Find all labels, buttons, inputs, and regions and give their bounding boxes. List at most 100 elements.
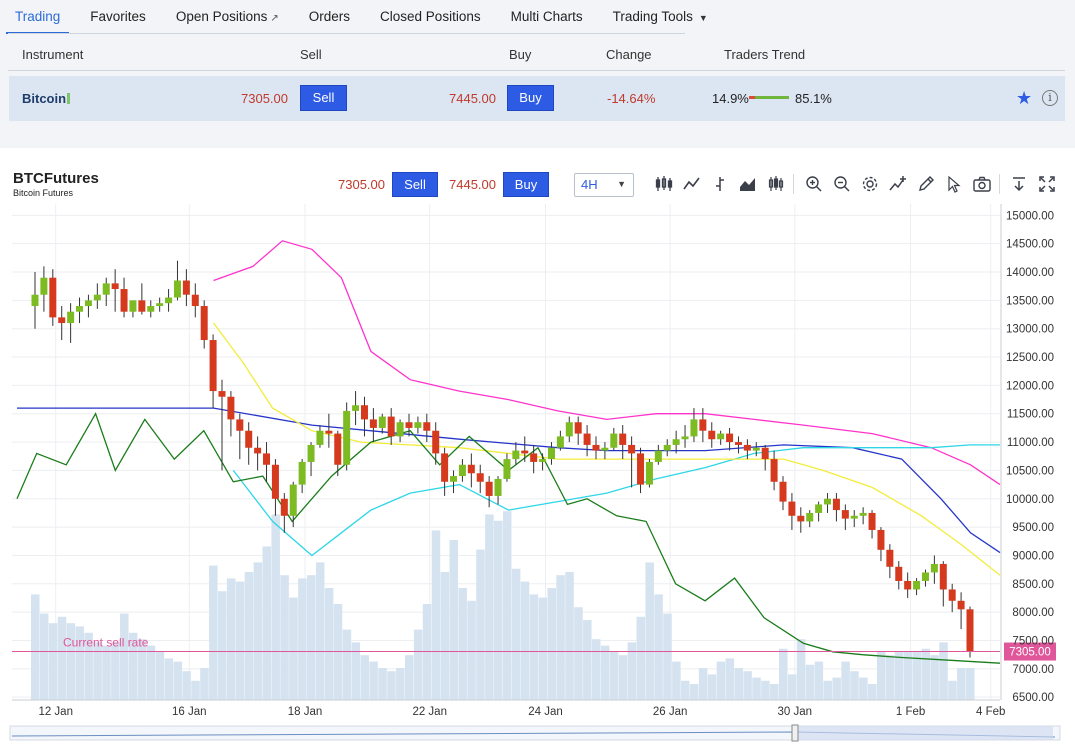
tab-label: Favorites: [90, 9, 146, 24]
tab-favorites[interactable]: Favorites: [75, 0, 161, 34]
buy-button[interactable]: Buy: [507, 85, 554, 111]
candle-body: [699, 419, 707, 431]
volume-bar: [939, 642, 948, 700]
candle-body: [921, 572, 929, 581]
candle-body: [254, 447, 262, 454]
y-tick-label: 14000.00: [1006, 267, 1054, 279]
line-chart-icon[interactable]: [682, 174, 702, 194]
timeframe-select[interactable]: 4H ▼: [574, 173, 634, 197]
chart-navigator: [9, 724, 1061, 742]
volume-bar: [57, 616, 67, 700]
price-chart[interactable]: Current sell rate 7305.00 15000.00 14500.0…: [0, 204, 1075, 748]
area-chart-icon[interactable]: [738, 174, 758, 194]
candle-body: [423, 422, 431, 431]
current-sell-rate-line: Current sell rate 7305.00: [12, 636, 1056, 661]
tab-open-positions[interactable]: Open Positions ↗︎: [161, 0, 294, 34]
candle-body: [67, 311, 75, 324]
fullscreen-icon[interactable]: [1037, 174, 1057, 194]
header-change: Change: [606, 47, 652, 62]
chart-sell-button[interactable]: Sell: [392, 172, 438, 197]
tab-multi-charts[interactable]: Multi Charts: [496, 0, 598, 34]
volume-bar: [565, 572, 574, 700]
chart-description: Bitcoin Futures: [13, 188, 74, 198]
volume-bar: [209, 565, 218, 700]
y-tick-label: 11000.00: [1007, 437, 1054, 449]
volume-bar: [894, 652, 904, 700]
tab-orders[interactable]: Orders: [294, 0, 365, 34]
chart-buy-button[interactable]: Buy: [503, 172, 549, 197]
y-tick-label: 8000.00: [1012, 607, 1054, 619]
instrument-name[interactable]: Bitcoin: [22, 91, 71, 106]
moving-average-line: [17, 407, 1001, 554]
candle-body: [904, 580, 912, 590]
volume-bar: [387, 671, 396, 700]
candles-icon[interactable]: [654, 174, 674, 194]
main-tabs: Trading Favorites Open Positions ↗︎ Order…: [0, 0, 723, 34]
buy-price: 7445.00: [449, 91, 496, 106]
candle-body: [859, 512, 867, 516]
candle-body: [316, 430, 324, 445]
info-icon[interactable]: i: [1042, 90, 1058, 106]
volume-bar: [262, 546, 272, 700]
sell-button[interactable]: Sell: [300, 85, 347, 111]
volume-bar: [689, 684, 699, 700]
tab-label: Open Positions: [175, 9, 268, 24]
y-tick-label: 7500.00: [1012, 635, 1054, 647]
candle-body: [850, 515, 858, 519]
candle-body: [726, 433, 734, 443]
download-icon[interactable]: [1009, 174, 1029, 194]
candle-body: [966, 609, 974, 652]
volume-bar: [244, 572, 254, 700]
chart-sell-price: 7305.00: [338, 177, 385, 192]
settings-icon[interactable]: [860, 174, 880, 194]
candle-body: [31, 294, 39, 307]
volume-bar: [369, 661, 378, 700]
zoom-in-icon[interactable]: [804, 174, 824, 194]
tab-trading-tools[interactable]: Trading Tools ▼: [598, 0, 723, 34]
volume-bar: [307, 575, 316, 700]
x-tick-label: 30 Jan: [778, 706, 813, 718]
volume-bar: [592, 639, 601, 700]
traders-trend-bar: [749, 96, 789, 99]
volume-bar: [494, 520, 503, 700]
tab-trading[interactable]: Trading: [0, 0, 75, 34]
header-traders-trend: Traders Trend: [724, 47, 806, 62]
moving-average-line: [213, 240, 1001, 486]
draw-icon[interactable]: [916, 174, 936, 194]
tab-closed-positions[interactable]: Closed Positions: [365, 0, 496, 34]
candle-body: [467, 464, 475, 474]
indicators-icon[interactable]: [888, 174, 908, 194]
cursor-icon[interactable]: [944, 174, 964, 194]
volume-bar: [663, 613, 672, 700]
hollow-candles-icon[interactable]: [766, 174, 786, 194]
volume-bar: [164, 658, 174, 700]
bar-chart-icon[interactable]: [710, 174, 730, 194]
candle-body: [343, 410, 351, 465]
volume-bar: [618, 655, 628, 700]
zoom-out-icon[interactable]: [832, 174, 852, 194]
candle-body: [574, 422, 582, 434]
volume-bar: [502, 511, 512, 700]
header-divider: [8, 70, 1065, 71]
candle-body: [913, 580, 921, 590]
y-tick-label: 10000.00: [1006, 494, 1054, 506]
candle-body: [191, 294, 199, 307]
y-tick-label: 13500.00: [1006, 295, 1054, 307]
tab-label: Trading Tools: [612, 9, 693, 24]
time-axis: 12 Jan 16 Jan 18 Jan 22 Jan 24 Jan 26 Jan 30 J…: [12, 699, 1005, 718]
instrument-row[interactable]: Bitcoin 7305.00 Sell 7445.00 Buy -14.64%…: [9, 76, 1065, 121]
volume-bar: [787, 674, 797, 700]
volume-bar: [600, 645, 610, 700]
candle-body: [957, 600, 965, 610]
volume-bar: [75, 626, 85, 700]
candle-body: [592, 444, 600, 451]
star-icon[interactable]: ★: [1016, 88, 1033, 108]
candle-body: [824, 498, 832, 505]
header-buy: Buy: [509, 47, 532, 62]
volume-bar: [574, 607, 583, 700]
tab-label: Multi Charts: [510, 9, 583, 24]
camera-icon[interactable]: [972, 174, 992, 194]
y-tick-label: 11500.00: [1007, 409, 1054, 421]
candle-body: [476, 473, 484, 482]
candle-body: [734, 442, 742, 445]
